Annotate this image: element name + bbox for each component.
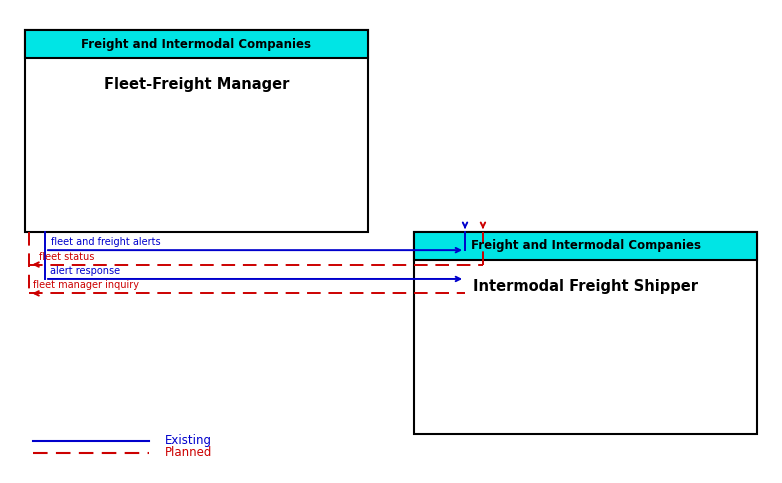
Bar: [414, 232, 757, 434]
Bar: [414, 232, 757, 260]
Text: fleet status: fleet status: [39, 252, 94, 262]
Text: Fleet-Freight Manager: Fleet-Freight Manager: [103, 77, 289, 92]
Text: fleet manager inquiry: fleet manager inquiry: [34, 281, 139, 290]
Text: fleet and freight alerts: fleet and freight alerts: [52, 237, 161, 247]
Text: Freight and Intermodal Companies: Freight and Intermodal Companies: [471, 239, 701, 252]
Text: Planned: Planned: [165, 446, 213, 459]
Bar: [25, 30, 368, 232]
Text: Intermodal Freight Shipper: Intermodal Freight Shipper: [473, 279, 698, 294]
Text: Existing: Existing: [165, 434, 212, 447]
Text: Freight and Intermodal Companies: Freight and Intermodal Companies: [81, 38, 311, 51]
Bar: [25, 30, 368, 58]
Text: alert response: alert response: [50, 266, 120, 276]
